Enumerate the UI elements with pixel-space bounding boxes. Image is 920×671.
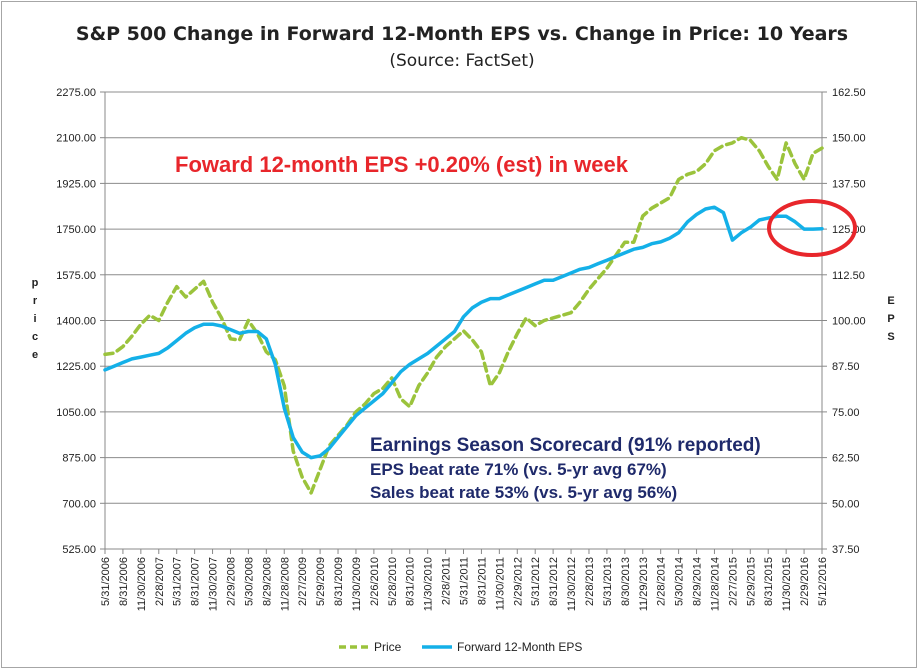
- y-left-tick-label: 525.00: [62, 544, 96, 556]
- weekly-eps-annotation: Foward 12-month EPS +0.20% (est) in week: [175, 152, 629, 177]
- series-group: [103, 135, 824, 495]
- x-tick-label: 8/31/2007: [190, 557, 202, 606]
- y-right-label-letter: E: [887, 295, 894, 307]
- y-right-label-letter: P: [887, 313, 894, 325]
- x-tick-label: 11/30/2007: [208, 557, 220, 611]
- x-tick-label: 8/30/2013: [620, 557, 632, 606]
- x-tick-label: 5/31/2013: [602, 557, 614, 606]
- y-right-tick-label: 137.50: [832, 178, 866, 190]
- y-left-label-letter: r: [33, 295, 38, 307]
- x-tick-label: 11/28/2014: [709, 557, 721, 611]
- y-left-tick-label: 1225.00: [56, 361, 96, 373]
- y-right-tick-label: 62.50: [832, 453, 860, 465]
- x-tick-label: 8/31/2010: [405, 557, 417, 606]
- y-left-label-letter: i: [33, 313, 36, 325]
- x-tick-label: 11/30/2012: [566, 557, 578, 611]
- y-left-tick-label: 1925.00: [56, 178, 96, 190]
- x-tick-label: 8/29/2008: [261, 557, 273, 606]
- y-axis-left: 525.00 700.00 875.00 1050.00 1225.00 1400.00 1…: [56, 87, 105, 556]
- y-left-label-letter: c: [32, 331, 38, 343]
- x-tick-label: 11/28/2008: [279, 557, 291, 611]
- y-right-tick-label: 162.50: [832, 87, 866, 99]
- x-tick-label: 8/31/2009: [333, 557, 345, 606]
- x-tick-label: 2/27/2015: [727, 557, 739, 606]
- y-right-tick-label: 125.00: [832, 224, 866, 236]
- x-tick-label: 11/30/2015: [781, 557, 793, 611]
- x-tick-label: 8/31/2012: [548, 557, 560, 606]
- y-left-tick-label: 1400.00: [56, 316, 96, 328]
- sales-beat-rate: Sales beat rate 53% (vs. 5-yr avg 56%): [370, 483, 677, 502]
- chart-subtitle: (Source: FactSet): [389, 51, 534, 71]
- x-tick-label: 8/29/2014: [692, 557, 704, 606]
- y-axis-right-label: EPS: [887, 295, 894, 343]
- y-right-tick-label: 37.50: [832, 544, 860, 556]
- x-tick-label: 2/29/2008: [225, 557, 237, 606]
- y-right-tick-label: 75.00: [832, 407, 860, 419]
- y-axis-right: 37.50 50.00 62.50 75.00 87.50 100.00 112.50 125…: [822, 87, 866, 556]
- y-left-tick-label: 1750.00: [56, 224, 96, 236]
- x-tick-label: 2/27/2009: [297, 557, 309, 606]
- x-tick-label: 2/28/2011: [441, 557, 453, 605]
- x-tick-label: 11/30/2009: [351, 557, 363, 611]
- y-right-tick-label: 100.00: [832, 316, 866, 328]
- x-tick-label: 5/31/2007: [172, 557, 184, 606]
- x-tick-label: 5/29/2009: [315, 557, 327, 606]
- price-series-line: [103, 135, 824, 495]
- scorecard-title: Earnings Season Scorecard (91% reported): [370, 435, 761, 456]
- chart-title: S&P 500 Change in Forward 12-Month EPS v…: [76, 23, 848, 45]
- x-tick-label: 11/29/2013: [638, 557, 650, 611]
- x-tick-label: 8/31/2006: [118, 557, 130, 606]
- y-left-tick-label: 2100.00: [56, 133, 96, 145]
- x-tick-label: 11/30/2010: [423, 557, 435, 611]
- x-tick-label: 5/30/2008: [243, 557, 255, 606]
- y-right-tick-label: 87.50: [832, 361, 860, 373]
- eps-beat-rate: EPS beat rate 71% (vs. 5-yr avg 67%): [370, 460, 667, 479]
- x-tick-label: 5/31/2006: [100, 557, 112, 606]
- x-axis: 5/31/2006 8/31/2006 11/30/2006 2/28/2007 5/3…: [100, 549, 829, 611]
- y-left-tick-label: 700.00: [62, 498, 96, 510]
- x-tick-label: 2/28/2007: [154, 557, 166, 606]
- eps-series-line: [103, 205, 824, 460]
- y-right-tick-label: 50.00: [832, 498, 860, 510]
- legend-eps-label: Forward 12-Month EPS: [457, 640, 582, 654]
- y-right-tick-label: 112.50: [832, 270, 865, 282]
- x-tick-label: 11/30/2011: [494, 557, 506, 610]
- y-left-label-letter: p: [32, 277, 39, 289]
- x-tick-label: 5/28/2010: [387, 557, 399, 606]
- legend: Price Forward 12-Month EPS: [339, 640, 582, 654]
- x-tick-label: 2/29/2016: [799, 557, 811, 606]
- x-tick-label: 8/31/2011: [476, 557, 488, 605]
- x-tick-label: 11/30/2006: [136, 557, 148, 611]
- x-tick-label: 2/26/2010: [369, 557, 381, 606]
- highlight-circle: [767, 199, 857, 257]
- y-left-tick-label: 2275.00: [56, 87, 96, 99]
- legend-price-label: Price: [374, 640, 402, 654]
- y-left-label-letter: e: [32, 349, 38, 361]
- y-right-tick-label: 150.00: [832, 133, 866, 145]
- x-tick-label: 2/29/2012: [512, 557, 524, 606]
- x-tick-label: 5/31/2012: [530, 557, 542, 606]
- y-right-label-letter: S: [887, 331, 894, 343]
- x-tick-label: 2/28/2014: [656, 557, 668, 606]
- x-tick-label: 5/12/2016: [817, 557, 829, 606]
- x-tick-label: 8/31/2015: [763, 557, 775, 606]
- x-tick-label: 5/29/2015: [745, 557, 757, 606]
- y-left-tick-label: 875.00: [62, 453, 96, 465]
- x-tick-label: 2/28/2013: [584, 557, 596, 606]
- y-left-tick-label: 1050.00: [56, 407, 96, 419]
- x-tick-label: 5/31/2011: [459, 557, 471, 605]
- x-tick-label: 5/30/2014: [674, 557, 686, 606]
- y-left-tick-label: 1575.00: [56, 270, 96, 282]
